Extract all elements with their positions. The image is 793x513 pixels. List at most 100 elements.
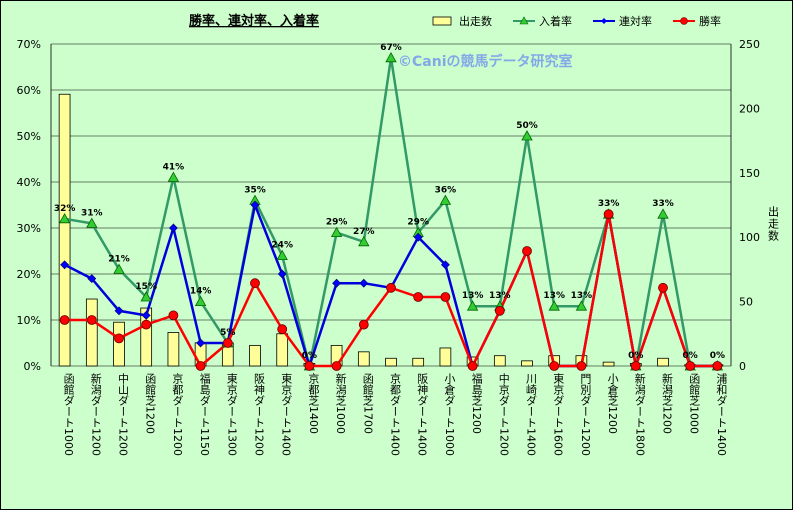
marker-triangle <box>521 130 533 141</box>
bar <box>602 361 615 367</box>
marker-triangle <box>385 51 397 63</box>
legend-marker <box>519 16 529 25</box>
legend-marker <box>601 18 607 24</box>
legend-item: 出走数 <box>432 14 492 28</box>
left-tick-label: 60% <box>17 84 41 97</box>
marker-circle <box>86 315 97 325</box>
right-tick-label: 50 <box>739 296 753 309</box>
marker-triangle <box>167 171 180 182</box>
data-label: 36% <box>435 185 457 195</box>
marker-diamond <box>440 260 450 270</box>
data-label: 67% <box>380 43 402 53</box>
bar <box>58 93 71 367</box>
bar <box>113 321 125 367</box>
data-label: 29% <box>326 218 348 228</box>
bar <box>521 360 533 367</box>
x-tick-label: 浦和ダート1400 <box>715 373 728 456</box>
data-label: 13% <box>489 291 511 301</box>
data-label: 33% <box>598 199 620 209</box>
data-label: 21% <box>108 254 130 264</box>
x-tick-label: 京都芝1400 <box>307 372 320 434</box>
marker-diamond <box>60 260 70 270</box>
legend-label: 連対率 <box>619 14 652 28</box>
bar <box>357 351 370 367</box>
marker-circle <box>141 319 152 330</box>
x-tick-label: 東京ダート1300 <box>225 373 238 456</box>
x-tick-label: 函館ダート1000 <box>62 373 75 456</box>
data-label: 0% <box>683 351 698 361</box>
marker-diamond <box>332 278 342 288</box>
data-label: 41% <box>163 162 185 172</box>
x-tick-label: 函館芝1700 <box>361 373 374 434</box>
point-labels: 32% 31% 21% 15% 41% 14% 5% 35% 24% 0% 29% 27% 67% 29%… <box>54 43 725 361</box>
x-tick-label: 小倉ダート1000 <box>443 373 456 456</box>
legend-item: 勝率 <box>673 14 721 28</box>
marker-circle <box>331 361 342 371</box>
data-label: 32% <box>54 204 76 214</box>
marker-circle <box>685 361 696 371</box>
marker-diamond <box>114 306 124 316</box>
data-label: 0% <box>302 351 317 361</box>
plot-area <box>51 44 731 366</box>
legend: 出走数 入着率 連対率 勝率 <box>432 14 721 28</box>
legend-item: 連対率 <box>593 14 652 28</box>
x-tick-label: 新潟ダート1200 <box>89 372 102 456</box>
marker-diamond <box>413 232 423 242</box>
bar <box>439 347 452 367</box>
marker-diamond <box>250 200 260 210</box>
x-tick-label: 中山ダート1200 <box>117 373 130 456</box>
marker-circle <box>114 333 124 344</box>
left-tick-label: 40% <box>17 176 41 189</box>
right-tick-label: 200 <box>739 102 760 115</box>
marker-triangle <box>194 295 207 307</box>
marker-triangle <box>330 226 343 238</box>
bar <box>249 344 261 367</box>
marker-triangle <box>276 249 288 261</box>
marker-circle <box>549 361 560 371</box>
marker-circle <box>603 209 614 220</box>
legend-label: 入着率 <box>539 14 572 28</box>
marker-triangle <box>439 194 452 205</box>
bar <box>412 357 425 367</box>
marker-diamond <box>141 310 151 320</box>
legend-label: 勝率 <box>699 14 721 28</box>
x-tick-label: 東京ダート1600 <box>552 373 565 456</box>
x-tick-label: 福島ダート1150 <box>198 372 211 456</box>
marker-circle <box>658 282 668 293</box>
bar <box>167 332 180 367</box>
legend-item: 入着率 <box>513 14 572 28</box>
x-tick-label: 小倉芝1200 <box>606 373 619 434</box>
data-label: 13% <box>543 291 565 301</box>
marker-circle <box>494 305 505 316</box>
right-axis-label: 出走数 <box>767 205 780 242</box>
x-tick-label: 門別ダート1200 <box>579 373 592 456</box>
marker-circle <box>522 246 532 256</box>
marker-circle <box>413 292 424 302</box>
marker-circle <box>630 361 641 371</box>
marker-circle <box>277 324 288 335</box>
data-label: 29% <box>407 218 429 228</box>
marker-circle <box>222 338 233 348</box>
data-label: 13% <box>571 291 593 301</box>
marker-triangle <box>358 235 370 247</box>
gridlines <box>50 43 732 367</box>
legend-label: 出走数 <box>459 14 492 28</box>
marker-triangle <box>657 208 669 219</box>
bars <box>58 93 724 367</box>
left-tick-label: 50% <box>17 130 41 143</box>
marker-triangle <box>575 300 588 311</box>
marker-diamond <box>196 338 206 348</box>
x-tick-label: 福島芝1200 <box>470 372 483 434</box>
x-tick-label: 新潟芝1000 <box>334 372 347 434</box>
left-tick-label: 70% <box>17 38 41 51</box>
bar <box>385 357 397 367</box>
right-axis-ticks: 0 50 100 150 200 250 <box>739 38 760 373</box>
legend-swatch <box>432 16 452 26</box>
marker-circle <box>467 361 478 371</box>
bar <box>85 298 98 367</box>
bar <box>657 357 669 367</box>
left-tick-label: 20% <box>17 268 41 281</box>
marker-triangle <box>113 263 125 274</box>
